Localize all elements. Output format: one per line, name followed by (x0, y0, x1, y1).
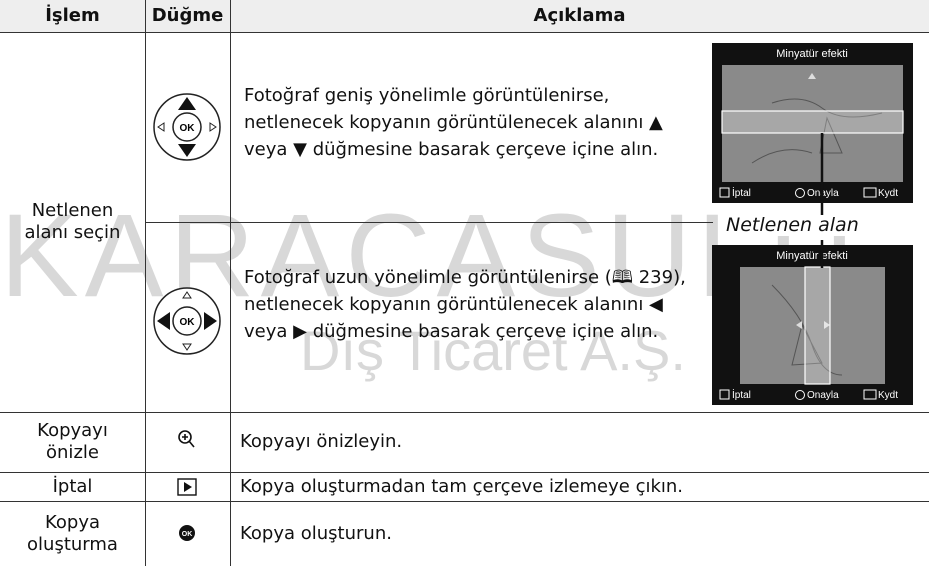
callout-label: Netlenen alan (724, 214, 861, 236)
multi-selector: OK (153, 93, 221, 161)
description: Kopya oluşturun. (240, 522, 392, 544)
screen-title: Minyatür efekti (776, 48, 848, 60)
screen-button: Kydt (878, 390, 898, 401)
screen-title: Minyatür efekti (776, 250, 848, 262)
watermark: Dış Ticaret A.Ş. (300, 319, 686, 382)
header-bg (0, 0, 929, 32)
watermark: KARACASULU (0, 190, 861, 322)
action-cell: Kopyayı önizle (37, 420, 108, 463)
action-cell: İptal (52, 475, 93, 497)
screen-button: Onayla (807, 390, 839, 401)
rule (230, 0, 231, 566)
play-icon (177, 478, 197, 496)
rule (145, 222, 713, 223)
screen-button: İptal (732, 186, 751, 199)
action-cell: Netlenen alanı seçin (24, 200, 121, 243)
rule (0, 472, 929, 473)
multi-selector: OK (153, 287, 221, 355)
action-cell: Kopya oluşturma (27, 511, 118, 555)
screen-button: İptal (732, 388, 751, 401)
ok-icon: OK (179, 525, 195, 541)
ok-label: OK (182, 531, 193, 538)
description: Kopya oluşturmadan tam çerçeve izlemeye … (240, 475, 684, 497)
rule (0, 412, 929, 413)
zoom-icon (178, 430, 195, 448)
rule (145, 0, 146, 566)
camera-screen: Minyatür efekti İptal Onayla Kydt (712, 245, 913, 405)
header-cell: Düğme (151, 5, 224, 26)
rule (0, 32, 929, 33)
ok-label: OK (180, 317, 196, 328)
camera-screen: Minyatür efekti İptal Onayla Kydt (712, 43, 913, 203)
ok-label: OK (180, 123, 196, 134)
header-cell: Açıklama (533, 5, 626, 26)
rule (0, 501, 929, 502)
header-cell: İşlem (45, 5, 100, 26)
screen-button: Kydt (878, 188, 898, 199)
description: Fotoğraf uzun yönelimle görüntülenirse (… (244, 267, 686, 342)
description: Fotoğraf geniş yönelimle görüntülenirse,… (244, 85, 663, 160)
description: Kopyayı önizleyin. (240, 431, 403, 452)
